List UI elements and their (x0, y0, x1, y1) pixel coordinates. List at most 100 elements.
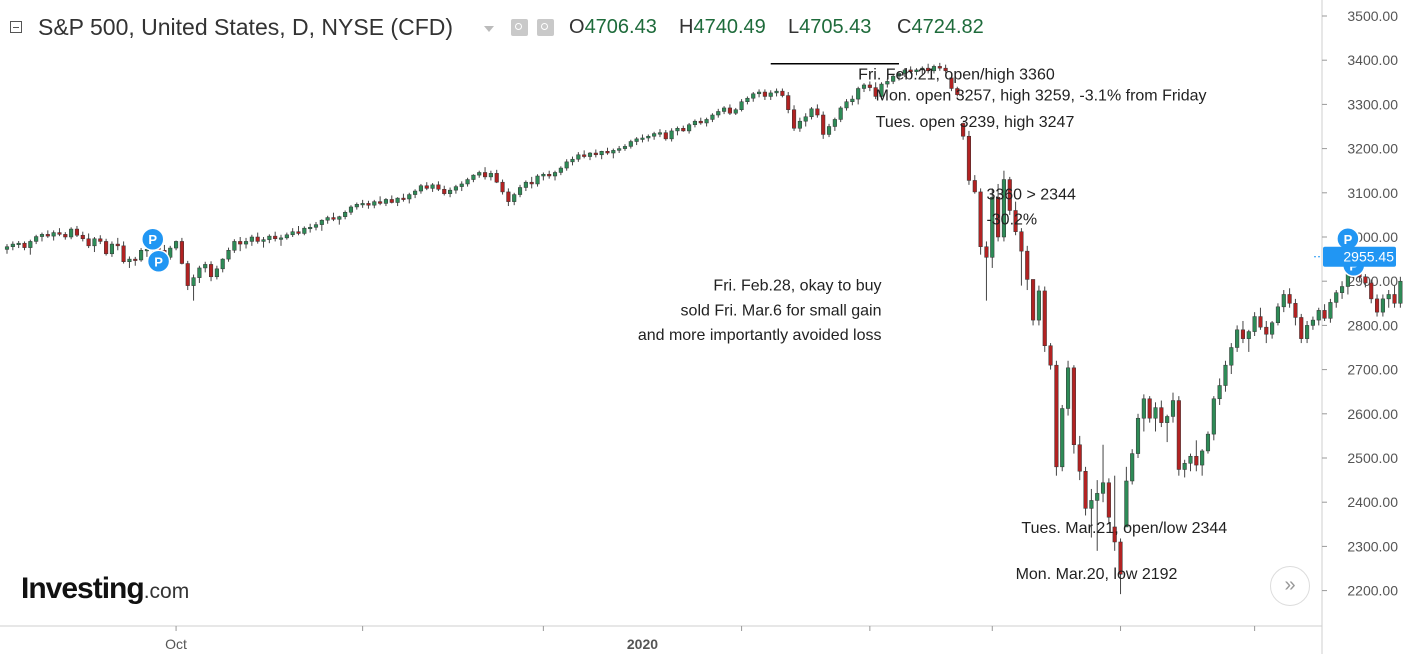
candle-up[interactable] (174, 241, 179, 249)
candle-up[interactable] (803, 116, 808, 122)
candle-down[interactable] (1258, 316, 1263, 328)
candle-up[interactable] (290, 231, 295, 236)
candle-up[interactable] (284, 234, 289, 239)
candle-down[interactable] (1287, 294, 1292, 304)
candle-up[interactable] (1398, 280, 1403, 304)
candle-down[interactable] (331, 217, 336, 220)
candle-up[interactable] (745, 97, 750, 102)
candle-up[interactable] (634, 138, 639, 142)
candle-up[interactable] (232, 241, 237, 251)
candle-up[interactable] (278, 237, 284, 240)
candle-down[interactable] (762, 91, 767, 97)
candle-up[interactable] (879, 83, 884, 97)
candle-down[interactable] (786, 95, 791, 110)
candle-down[interactable] (1031, 279, 1036, 321)
candle-up[interactable] (488, 173, 493, 178)
candle-up[interactable] (517, 187, 523, 195)
candle-up[interactable] (990, 196, 995, 258)
candle-up[interactable] (413, 190, 418, 195)
candle-up[interactable] (628, 141, 633, 147)
candle-down[interactable] (1071, 367, 1076, 445)
candle-down[interactable] (984, 246, 989, 258)
candle-up[interactable] (1170, 400, 1176, 417)
candle-up[interactable] (343, 211, 348, 217)
candle-down[interactable] (1293, 303, 1298, 318)
instrument-title[interactable]: S&P 500, United States, D, NYSE (CFD) (38, 14, 454, 40)
candle-up[interactable] (471, 174, 476, 180)
candle-down[interactable] (780, 90, 785, 96)
candle-up[interactable] (1275, 306, 1280, 323)
candle-up[interactable] (197, 267, 202, 278)
candle-up[interactable] (360, 203, 365, 206)
candle-up[interactable] (1188, 455, 1193, 464)
candle-down[interactable] (698, 120, 703, 124)
candle-up[interactable] (1141, 398, 1146, 419)
collapse-icon[interactable] (10, 21, 22, 33)
candle-up[interactable] (710, 114, 715, 120)
candle-down[interactable] (401, 197, 406, 200)
candle-down[interactable] (529, 181, 534, 185)
candle-up[interactable] (267, 235, 272, 240)
candle-up[interactable] (523, 181, 528, 188)
candle-up[interactable] (704, 119, 709, 124)
candle-down[interactable] (972, 180, 977, 193)
candle-up[interactable] (1305, 325, 1310, 339)
candle-up[interactable] (1153, 407, 1158, 419)
candle-down[interactable] (1013, 210, 1018, 232)
candle-down[interactable] (593, 152, 598, 156)
candle-up[interactable] (757, 91, 762, 95)
candle-down[interactable] (1048, 345, 1053, 366)
candle-up[interactable] (570, 158, 575, 163)
candle-up[interactable] (599, 151, 604, 156)
candle-down[interactable] (74, 228, 80, 236)
candle-down[interactable] (961, 123, 966, 137)
candle-down[interactable] (273, 235, 278, 240)
candle-down[interactable] (955, 88, 960, 95)
candle-up[interactable] (302, 227, 307, 234)
candle-down[interactable] (926, 67, 931, 72)
candle-down[interactable] (436, 184, 441, 190)
candle-up[interactable] (1334, 292, 1339, 303)
candle-up[interactable] (34, 236, 39, 242)
candle-down[interactable] (389, 199, 394, 203)
candle-up[interactable] (1135, 417, 1141, 454)
candle-up[interactable] (1270, 322, 1275, 335)
candle-down[interactable] (378, 201, 383, 204)
candle-down[interactable] (996, 196, 1001, 238)
candle-down[interactable] (121, 245, 126, 263)
candle-up[interactable] (675, 128, 680, 132)
candle-up[interactable] (541, 173, 546, 177)
candle-up[interactable] (751, 93, 756, 99)
candle-up[interactable] (716, 111, 721, 116)
candle-up[interactable] (1223, 364, 1228, 386)
candle-up[interactable] (51, 232, 56, 237)
candle-down[interactable] (1007, 179, 1012, 211)
candle-down[interactable] (296, 231, 301, 234)
candle-down[interactable] (1054, 364, 1059, 468)
candle-up[interactable] (1211, 398, 1216, 435)
candle-down[interactable] (80, 234, 85, 240)
candle-up[interactable] (308, 227, 313, 230)
candle-down[interactable] (1077, 444, 1082, 472)
candle-up[interactable] (1124, 480, 1129, 528)
settings-icon[interactable] (537, 19, 554, 36)
candle-up[interactable] (261, 239, 266, 242)
candle-down[interactable] (442, 189, 447, 194)
candle-up[interactable] (1310, 319, 1315, 326)
candle-down[interactable] (98, 238, 103, 242)
candle-up[interactable] (611, 150, 616, 154)
candle-down[interactable] (815, 108, 820, 116)
candle-up[interactable] (337, 216, 342, 220)
candle-up[interactable] (1340, 286, 1345, 293)
candle-up[interactable] (646, 135, 651, 139)
candle-down[interactable] (57, 232, 62, 235)
candle-up[interactable] (657, 132, 663, 135)
candle-up[interactable] (139, 250, 144, 261)
candle-down[interactable] (582, 154, 587, 157)
candle-up[interactable] (383, 199, 388, 204)
candle-down[interactable] (1025, 250, 1030, 280)
candle-up[interactable] (692, 120, 697, 125)
candle-up[interactable] (203, 264, 208, 269)
candle-up[interactable] (768, 92, 773, 97)
candle-up[interactable] (92, 238, 97, 247)
